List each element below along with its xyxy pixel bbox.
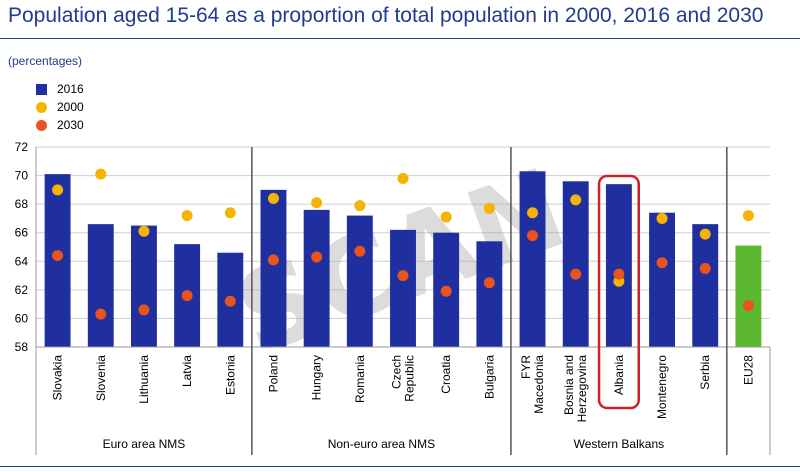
dot-2030: [52, 250, 64, 262]
legend-dot-2000: [36, 101, 47, 113]
y-tick-label: 60: [15, 311, 29, 325]
y-tick-label: 72: [15, 140, 29, 154]
dot-2000: [311, 197, 323, 209]
y-tick-label: 64: [15, 254, 29, 268]
dot-2030: [397, 270, 409, 282]
dot-2030: [138, 304, 150, 316]
dot-2030: [742, 300, 754, 312]
legend-label-2030: 2030: [57, 118, 84, 132]
x-tick-label: Estonia: [223, 355, 237, 395]
x-tick-label: EU28: [741, 355, 755, 385]
dot-2000: [742, 210, 754, 222]
x-tick-label: Montenegro: [655, 355, 669, 419]
x-tick-label: Serbia: [698, 355, 712, 390]
bar-2016: [605, 184, 632, 347]
dot-2000: [138, 225, 150, 237]
dot-2000: [95, 168, 107, 180]
dot-2000: [224, 207, 236, 219]
bottom-divider: [0, 466, 800, 467]
x-tick-label: Bosnia and: [562, 355, 576, 415]
highlight-box: [597, 174, 640, 410]
x-tick-label: Lithuania: [137, 355, 151, 404]
dot-2030: [699, 262, 711, 274]
x-tick-label: Macedonia: [532, 355, 546, 414]
dot-2030: [613, 268, 625, 280]
group-label: Western Balkans: [574, 437, 665, 451]
dot-2000: [354, 200, 366, 212]
dot-2030: [527, 230, 539, 242]
dot-2000: [656, 212, 668, 224]
bar-2016: [562, 181, 589, 347]
bar-2016: [649, 212, 676, 347]
dot-2030: [656, 257, 668, 269]
x-tick-label: Poland: [266, 355, 280, 392]
y-tick-label: 68: [15, 197, 29, 211]
y-tick-label: 58: [15, 340, 29, 354]
x-tick-label: Albania: [612, 355, 626, 395]
dot-2000: [181, 210, 193, 222]
x-tick-label: Republic: [403, 355, 417, 402]
bar-2016: [87, 224, 114, 347]
dot-2000: [397, 172, 409, 184]
chart-subtitle: (percentages): [8, 54, 83, 68]
dot-2030: [267, 254, 279, 266]
bar-2016: [303, 209, 330, 347]
y-tick-label: 66: [15, 226, 29, 240]
dot-2030: [224, 295, 236, 307]
dot-2000: [699, 228, 711, 240]
bar-2016: [260, 189, 287, 347]
legend-item-2016: 2016: [36, 80, 84, 98]
chart-legend: 2016 2000 2030: [36, 80, 84, 134]
y-tick-label: 70: [15, 169, 29, 183]
bar-2016: [692, 224, 719, 347]
dot-2000: [527, 207, 539, 219]
x-tick-label: Croatia: [439, 355, 453, 394]
x-tick-label: Latvia: [180, 355, 194, 387]
dot-2000: [570, 194, 582, 206]
dot-2030: [483, 277, 495, 289]
x-tick-label: Bulgaria: [482, 355, 496, 399]
dot-2030: [440, 285, 452, 297]
group-label: Euro area NMS: [103, 437, 186, 451]
legend-swatch-2016: [36, 83, 47, 95]
dot-2000: [440, 211, 452, 223]
bar-2016: [390, 229, 416, 347]
x-tick-label: Czech: [390, 355, 404, 389]
bar-2016: [735, 245, 762, 347]
chart-title: Population aged 15-64 as a proportion of…: [8, 4, 764, 27]
x-tick-label: Slovenia: [94, 355, 108, 401]
x-tick-label: Slovakia: [51, 355, 65, 401]
dot-2030: [181, 290, 193, 302]
dot-2000: [483, 202, 495, 214]
legend-dot-2030: [36, 119, 47, 131]
group-label: Non-euro area NMS: [328, 437, 435, 451]
bar-2016: [519, 171, 546, 347]
title-divider: [0, 38, 800, 39]
bar-2016: [346, 215, 373, 347]
x-tick-label: FYR: [519, 355, 533, 379]
x-tick-label: Hungary: [310, 355, 324, 400]
dot-2030: [311, 251, 323, 263]
legend-label-2000: 2000: [57, 100, 84, 114]
dot-2030: [354, 245, 366, 257]
dot-2030: [95, 308, 107, 320]
legend-item-2030: 2030: [36, 116, 84, 134]
bar-2016: [130, 225, 157, 347]
legend-item-2000: 2000: [36, 98, 84, 116]
dot-2000: [52, 184, 64, 196]
x-tick-label: Romania: [353, 355, 367, 403]
legend-label-2016: 2016: [57, 82, 84, 96]
dot-2000: [267, 192, 279, 204]
x-tick-label: Herzegovina: [575, 355, 589, 423]
dot-2030: [570, 268, 582, 280]
bar-2016: [476, 241, 503, 347]
y-tick-label: 62: [15, 283, 29, 297]
